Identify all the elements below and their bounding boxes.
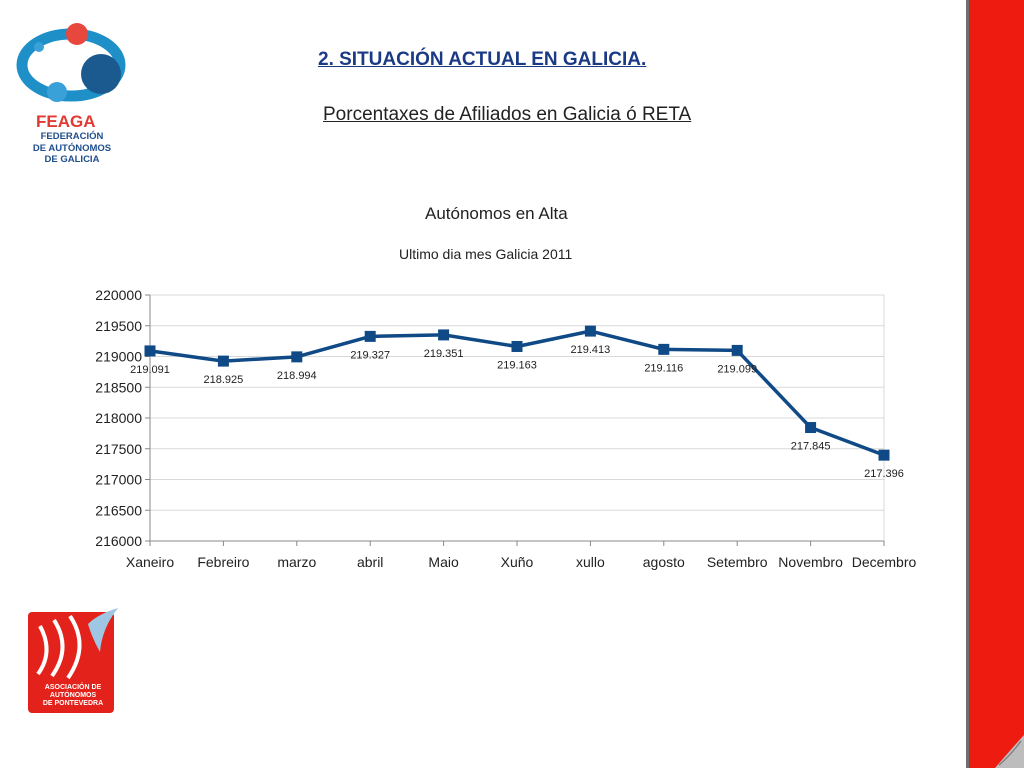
- y-tick-label: 216000: [95, 533, 142, 549]
- data-label: 218.994: [277, 370, 317, 382]
- y-tick-label: 219000: [95, 349, 142, 365]
- data-point: [878, 449, 890, 461]
- data-label: 217.845: [791, 441, 831, 453]
- page-curl-icon: [995, 735, 1024, 768]
- data-point: [511, 340, 523, 352]
- x-tick-label: Xaneiro: [126, 554, 174, 570]
- x-tick-label: Novembro: [778, 554, 843, 570]
- y-tick-label: 218500: [95, 379, 142, 395]
- data-point: [805, 422, 817, 434]
- data-point: [731, 344, 743, 356]
- data-label: 218.925: [204, 374, 244, 386]
- data-point: [291, 351, 303, 363]
- y-tick-label: 217000: [95, 472, 142, 488]
- x-tick-label: Decembro: [852, 554, 917, 570]
- data-label: 219.327: [350, 349, 390, 361]
- data-label: 219.413: [571, 344, 611, 356]
- data-point: [584, 325, 596, 337]
- x-tick-label: Xuño: [501, 554, 534, 570]
- y-tick-label: 219500: [95, 318, 142, 334]
- pontevedra-logo-text: ASOCIACIÓN DE AUTÓNOMOS DE PONTEVEDRA: [42, 684, 104, 707]
- x-tick-label: Febreiro: [197, 554, 249, 570]
- right-decor-bar: [966, 0, 1024, 768]
- x-tick-label: xullo: [576, 554, 605, 570]
- chart-title: Autónomos en Alta: [425, 204, 568, 223]
- x-tick-label: agosto: [643, 554, 685, 570]
- x-tick-label: abril: [357, 554, 383, 570]
- y-tick-label: 217500: [95, 441, 142, 457]
- feaga-logo-subtitle: FEDERACIÓN DE AUTÓNOMOS DE GALICIA: [32, 131, 112, 165]
- x-tick-label: Setembro: [707, 554, 768, 570]
- page-subheading: Porcentaxes de Afiliados en Galicia ó RE…: [323, 104, 692, 125]
- pontevedra-logo-mark: [28, 608, 118, 713]
- data-point: [217, 355, 229, 367]
- data-label: 219.116: [644, 362, 683, 374]
- data-point: [144, 345, 156, 357]
- data-label: 219.099: [717, 363, 757, 375]
- page-heading: 2. SITUACIÓN ACTUAL EN GALICIA.: [318, 49, 647, 70]
- data-point: [364, 330, 376, 342]
- data-label: 219.163: [497, 359, 537, 371]
- data-label: 219.351: [424, 348, 464, 360]
- y-tick-label: 220000: [95, 287, 142, 303]
- y-tick-label: 218000: [95, 410, 142, 426]
- line-chart: 216000 216500 217000 217500 218000 218500 2190…: [95, 287, 917, 570]
- feaga-logo-name: FEAGA: [36, 112, 96, 131]
- data-label: 217.396: [864, 468, 904, 480]
- data-point: [438, 329, 450, 341]
- data-label: 219.091: [130, 364, 170, 376]
- feaga-logo-mark: [16, 23, 126, 102]
- chart-subtitle: Ultimo dia mes Galicia 2011: [399, 246, 573, 262]
- x-tick-label: Maio: [428, 554, 459, 570]
- y-tick-label: 216500: [95, 502, 142, 518]
- x-tick-label: marzo: [277, 554, 316, 570]
- data-point: [658, 343, 670, 355]
